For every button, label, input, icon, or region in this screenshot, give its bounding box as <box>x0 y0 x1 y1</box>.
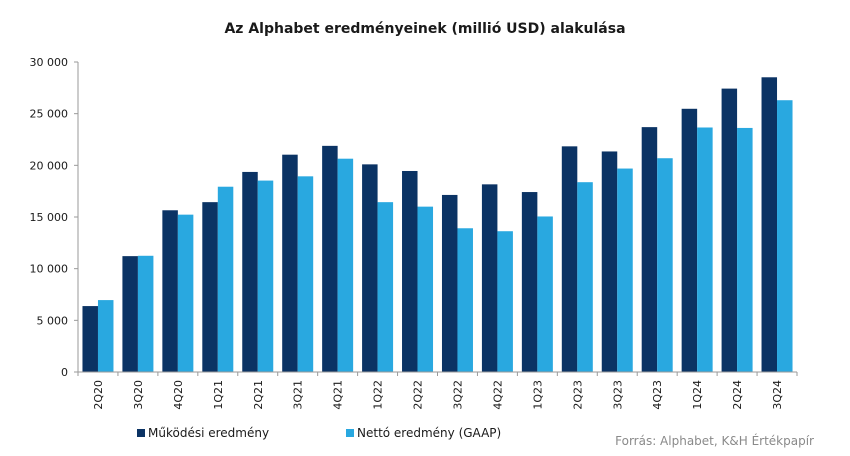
bar-net-income <box>737 127 753 372</box>
x-tick-label: 2Q23 <box>571 380 584 410</box>
x-tick-label: 4Q20 <box>172 380 185 410</box>
bar-operating-income <box>242 171 258 372</box>
chart-title: Az Alphabet eredményeinek (millió USD) a… <box>224 21 626 37</box>
legend-swatch-operating <box>137 429 145 437</box>
x-tick-label: 2Q20 <box>92 380 105 410</box>
bar-operating-income <box>441 194 458 372</box>
x-tick-label: 4Q22 <box>491 380 504 410</box>
x-tick-label: 4Q21 <box>332 380 345 410</box>
bar-operating-income <box>202 202 218 372</box>
bar-operating-income <box>402 170 418 372</box>
bar-operating-income <box>122 256 138 372</box>
y-tick-label: 25 000 <box>30 108 69 121</box>
bar-net-income <box>457 228 473 372</box>
x-tick-label: 3Q20 <box>132 380 145 410</box>
bar-operating-income <box>481 184 498 372</box>
legend-item-net: Nettó eredmény (GAAP) <box>346 426 501 440</box>
x-tick-label: 3Q24 <box>771 380 784 410</box>
x-tick-label: 1Q23 <box>531 380 544 410</box>
bar-net-income <box>137 255 154 372</box>
x-axis-ticks: 2Q20 3Q20 4Q20 1Q21 2Q21 3Q21 4Q21 1Q22 2Q22 3Q22… <box>77 372 798 410</box>
bar-operating-income <box>82 306 98 372</box>
y-tick-label: 15 000 <box>30 211 69 224</box>
bar-operating-income <box>641 127 658 372</box>
bar-net-income <box>537 216 553 372</box>
legend-item-operating: Működési eredmény <box>137 426 269 440</box>
bar-operating-income <box>282 154 298 372</box>
x-tick-label: 4Q23 <box>651 380 664 410</box>
bar-net-income <box>337 158 354 372</box>
bar-operating-income <box>681 108 698 372</box>
bar-net-income <box>297 176 314 372</box>
bar-net-income <box>657 158 673 372</box>
y-tick-label: 0 <box>61 366 68 379</box>
x-tick-label: 2Q21 <box>252 380 265 410</box>
x-tick-label: 1Q24 <box>691 380 704 410</box>
bar-net-income <box>377 202 394 372</box>
bar-net-income <box>777 100 793 373</box>
legend-label-net: Nettó eredmény (GAAP) <box>357 426 502 440</box>
bar-operating-income <box>521 192 538 372</box>
y-axis-ticks: 0 5 000 10 000 15 000 20 000 25 000 30 000 <box>30 56 78 379</box>
x-tick-label: 1Q22 <box>372 380 385 410</box>
x-tick-label: 2Q24 <box>731 380 744 410</box>
bar-net-income <box>497 231 513 372</box>
bar-net-income <box>97 300 114 372</box>
bar-net-income <box>177 214 194 372</box>
y-tick-label: 20 000 <box>30 159 69 172</box>
y-tick-label: 10 000 <box>30 263 69 276</box>
legend-label-operating: Működési eredmény <box>148 426 270 440</box>
bars-group <box>82 77 793 373</box>
bar-operating-income <box>761 77 778 373</box>
bar-net-income <box>217 186 234 372</box>
bar-net-income <box>617 168 633 372</box>
y-tick-label: 30 000 <box>30 56 69 69</box>
bar-operating-income <box>561 146 578 372</box>
y-tick-label: 5 000 <box>37 314 69 327</box>
bar-net-income <box>417 206 434 372</box>
bar-net-income <box>257 180 274 372</box>
bar-operating-income <box>162 210 178 372</box>
bar-net-income <box>577 182 593 372</box>
bar-operating-income <box>721 88 738 372</box>
x-tick-label: 2Q22 <box>412 380 425 410</box>
x-tick-label: 1Q21 <box>212 380 225 410</box>
x-tick-label: 3Q22 <box>451 380 464 410</box>
x-tick-label: 3Q21 <box>292 380 305 410</box>
source-note: Forrás: Alphabet, K&H Értékpapír <box>615 434 814 448</box>
bar-operating-income <box>601 151 618 372</box>
x-tick-label: 3Q23 <box>611 380 624 410</box>
bar-operating-income <box>362 164 378 372</box>
legend-swatch-net <box>346 429 354 437</box>
bar-operating-income <box>322 145 338 372</box>
bar-net-income <box>697 127 713 372</box>
